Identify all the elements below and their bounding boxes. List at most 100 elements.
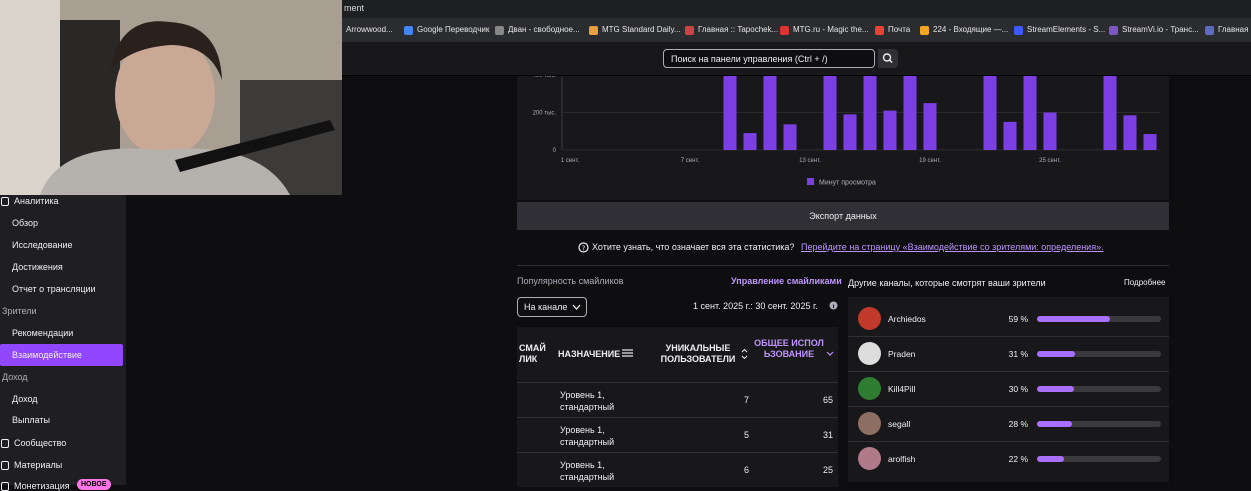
legend-swatch [807, 178, 814, 185]
sort-icon[interactable] [826, 351, 834, 357]
bar [863, 65, 877, 150]
cell-unique: 5 [743, 430, 749, 440]
avatar[interactable] [858, 377, 881, 400]
bar-fill [1037, 351, 1076, 357]
nav-item[interactable]: Сообщество [14, 438, 67, 448]
channel-name[interactable]: arolfish [888, 454, 916, 464]
bar-fill [1037, 421, 1072, 427]
bar-track [1037, 421, 1161, 427]
bar [1123, 115, 1137, 150]
info-icon [829, 301, 838, 310]
webcam-overlay [0, 0, 342, 195]
bar [783, 124, 797, 150]
nav-item[interactable]: Рекомендации [12, 328, 74, 338]
help-link[interactable]: Перейдите на страницу «Взаимодействие со… [801, 242, 1104, 252]
avatar[interactable] [858, 447, 881, 470]
help-question: Хотите узнать, что означает вся эта стат… [592, 242, 795, 252]
bookmark[interactable]: Google Переводчик [417, 25, 490, 34]
legend-label: Минут просмотра [819, 180, 876, 187]
nav-icon [1, 482, 9, 491]
svg-text:?: ? [582, 245, 586, 253]
nav-icon [1, 461, 9, 470]
y-tick-label: 400 тыс. [533, 73, 557, 79]
bookmark-icon [780, 26, 789, 35]
channels-card: Archiedos 59 % Praden 31 % Kill4Pill 30 % sega… [848, 297, 1169, 482]
channel-name[interactable]: Archiedos [888, 314, 926, 324]
nav-item[interactable]: Выплаты [12, 415, 50, 425]
filter-icon[interactable] [622, 348, 633, 358]
nav-item[interactable]: Материалы [14, 460, 63, 470]
manage-emotes-link[interactable]: Управление смайликами [731, 276, 842, 286]
bar [823, 65, 837, 150]
row-border [848, 371, 1169, 372]
avatar[interactable] [858, 307, 881, 330]
bar-track [1037, 351, 1161, 357]
column-header: НАЗНАЧЕНИЕ [558, 349, 621, 359]
export-button[interactable]: Экспорт данных [517, 202, 1169, 230]
bar-fill [1037, 316, 1111, 322]
bookmark[interactable]: StreamElements - S... [1027, 25, 1106, 34]
x-tick-label: 19 сент. [919, 158, 941, 164]
more-link[interactable]: Подробнее [1124, 278, 1166, 287]
channel-name[interactable]: segall [888, 419, 911, 429]
y-tick-label: 200 тыс. [533, 111, 557, 117]
nav-item[interactable]: Взаимодействие [12, 350, 82, 360]
filter-label: На канале [524, 302, 568, 312]
nav-item[interactable]: Доход [12, 394, 38, 404]
nav-item: Доход [2, 372, 28, 382]
divider [517, 265, 1169, 266]
bookmark-icon [589, 26, 598, 35]
nav-item[interactable]: Аналитика [14, 196, 59, 206]
cell-total: 31 [822, 430, 833, 440]
window-title: ment [344, 3, 365, 13]
avatar[interactable] [858, 412, 881, 435]
bookmark[interactable]: Дван - свободное... [508, 25, 580, 34]
bookmark[interactable]: MTG.ru - Magic the... [793, 25, 869, 34]
channel-percent: 22 % [1008, 454, 1028, 464]
bookmark[interactable]: Главная :: Tapochek... [698, 25, 779, 34]
sort-icon[interactable] [741, 349, 748, 359]
bookmark-icon [685, 26, 694, 35]
search-button[interactable] [878, 49, 898, 68]
cell-unique: 6 [743, 465, 749, 475]
search-box[interactable]: Поиск на панели управления (Ctrl + /) [663, 49, 875, 68]
nav-item[interactable]: Монетизация [14, 481, 70, 491]
bookmark[interactable]: MTG Standard Daily... [602, 25, 681, 34]
nav-item[interactable]: Достижения [12, 262, 63, 272]
filter-dropdown[interactable]: На канале [517, 297, 587, 317]
bookmark-icon [1205, 26, 1214, 35]
bookmark-icon [920, 26, 929, 35]
bookmark[interactable]: Главная - [1218, 25, 1251, 34]
bar [723, 65, 737, 150]
bar-fill [1037, 386, 1075, 392]
bar-fill [1037, 456, 1065, 462]
bar [763, 65, 777, 150]
channels-title: Другие каналы, которые смотрят ваши зрит… [848, 278, 1046, 288]
chart: 0 200 тыс. 400 тыс. 1 сент. 7 сент. 13 сент. 1… [533, 60, 1160, 187]
avatar[interactable] [858, 342, 881, 365]
nav-item[interactable]: Обзор [12, 218, 38, 228]
row-border [848, 441, 1169, 442]
bar [903, 65, 917, 150]
cell-total: 25 [822, 465, 833, 475]
bar [843, 114, 857, 150]
active-highlight [0, 344, 123, 366]
column-header[interactable]: ОБЩЕЕ ИСПОЛЬЗОВАНИЕ [754, 338, 824, 359]
bar-track [1037, 386, 1161, 392]
bookmark[interactable]: Arrowwood... [346, 25, 393, 34]
help-icon: ? [578, 242, 589, 253]
y-tick-label: 0 [553, 148, 557, 154]
bookmark[interactable]: 224 - Входящие —... [933, 25, 1009, 34]
bookmark-icon [1014, 26, 1023, 35]
search-icon [882, 53, 893, 63]
column-header: СМАЙЛИК [519, 343, 546, 364]
nav-item[interactable]: Исследование [12, 240, 73, 250]
bookmark[interactable]: StreamVi.io - Транс... [1122, 25, 1199, 34]
bookmark-icon [495, 26, 504, 35]
channel-name[interactable]: Kill4Pill [888, 384, 916, 394]
nav-item[interactable]: Отчет о трансляции [12, 284, 96, 294]
bookmark[interactable]: Почта [888, 25, 911, 34]
search-placeholder: Поиск на панели управления (Ctrl + /) [671, 54, 828, 64]
channel-name[interactable]: Praden [888, 349, 916, 359]
